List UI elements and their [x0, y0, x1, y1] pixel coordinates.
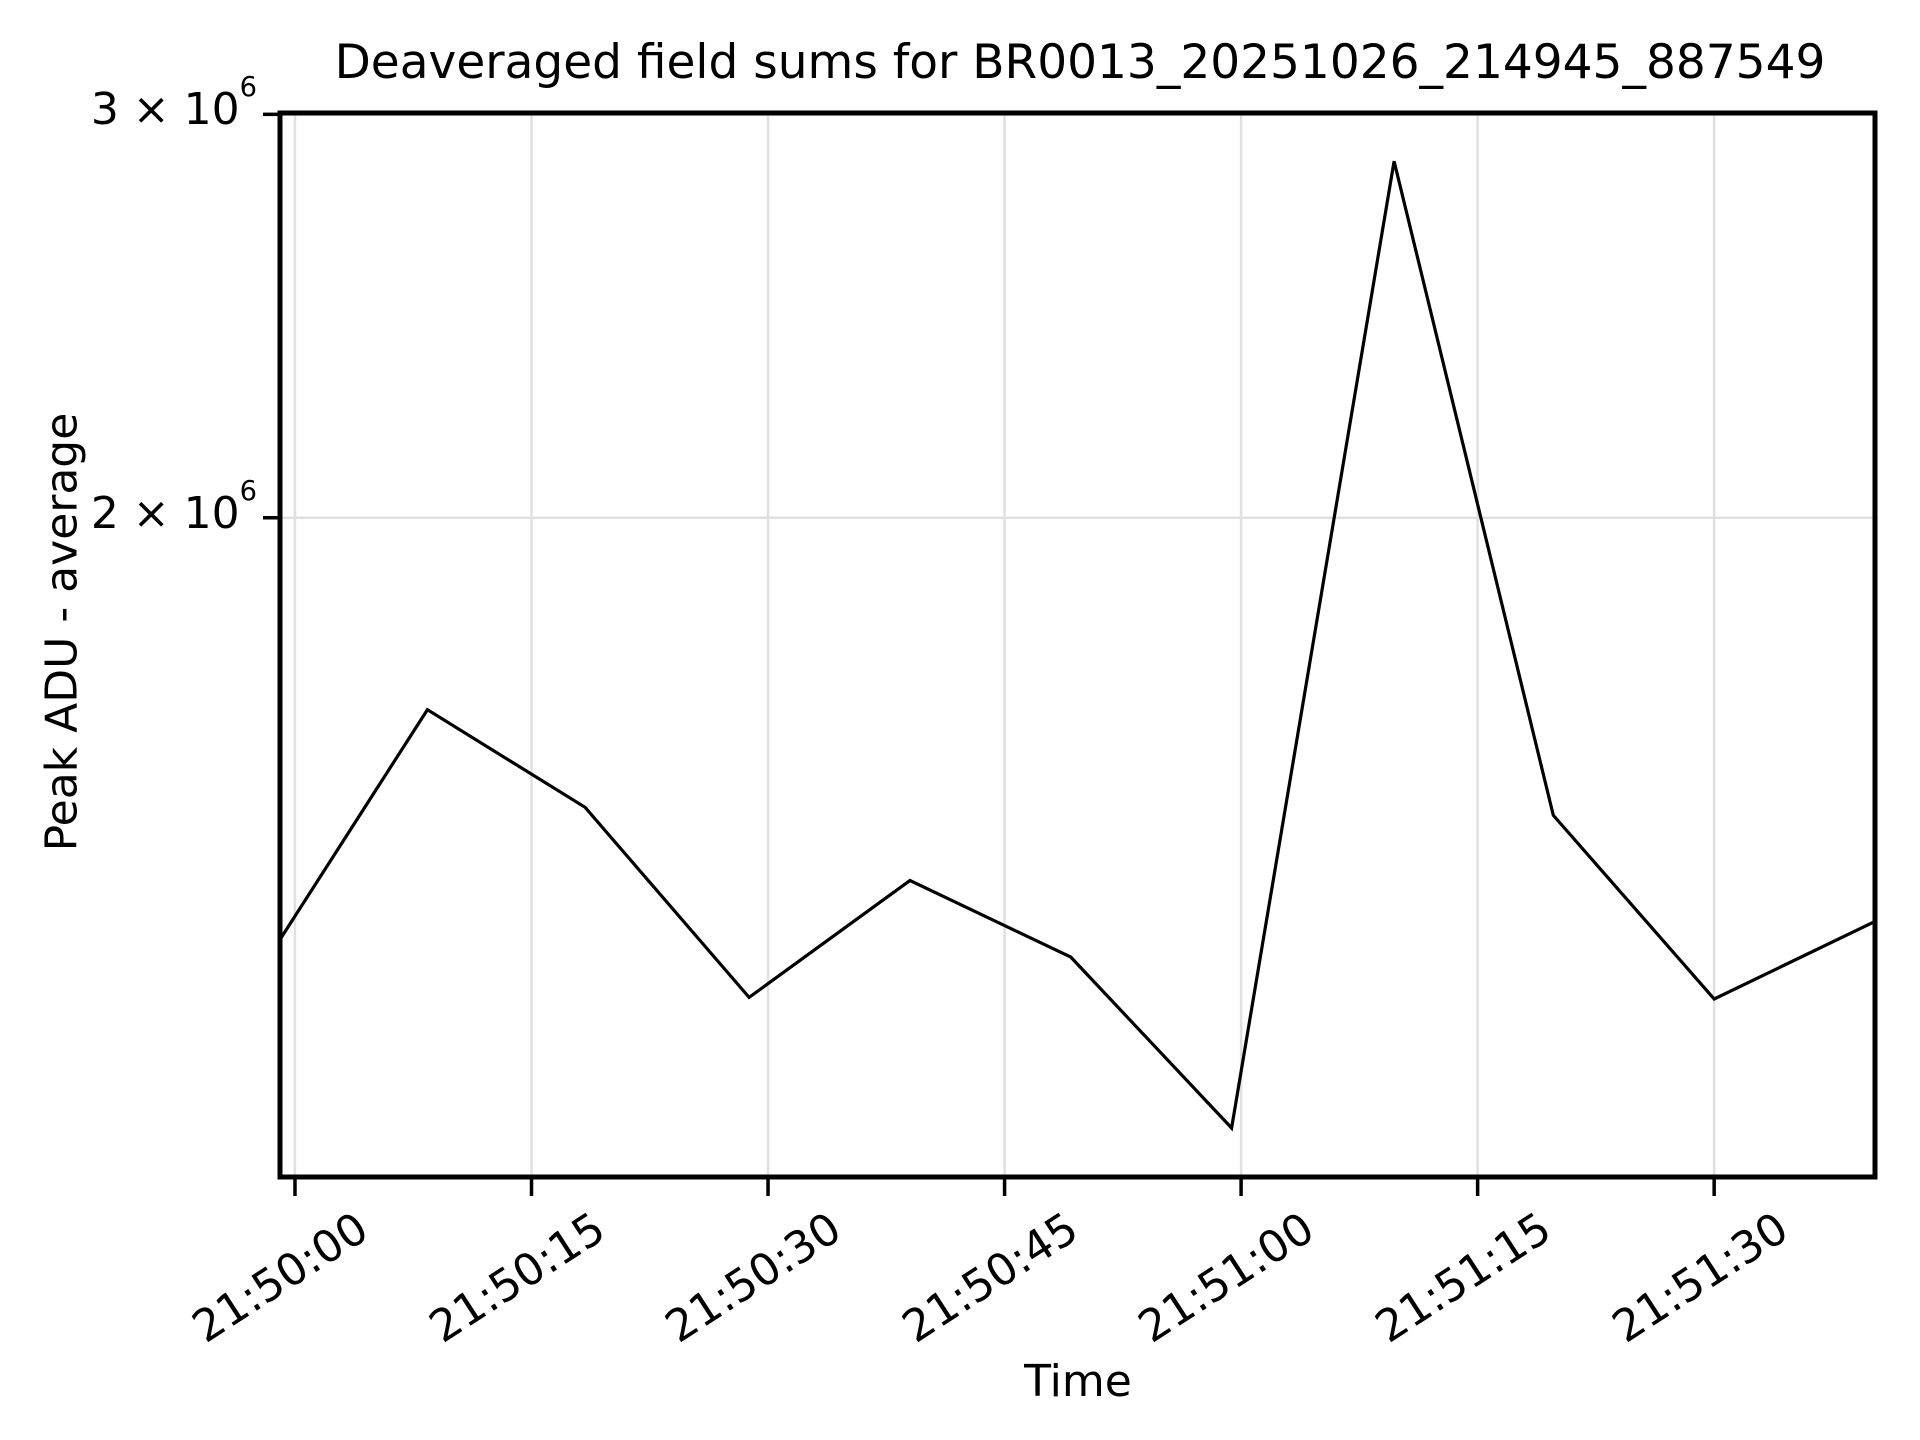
x-axis-label: Time	[1024, 1356, 1132, 1407]
y-tick-label: 2 × 106	[90, 475, 257, 539]
data-line	[278, 160, 1876, 1132]
y-tick-label: 3 × 106	[90, 72, 257, 136]
y-axis-label: Peak ADU - average	[36, 412, 88, 852]
chart-title: Deaveraged field sums for BR0013_2025102…	[334, 35, 1826, 90]
axes-spines	[277, 110, 1878, 1180]
